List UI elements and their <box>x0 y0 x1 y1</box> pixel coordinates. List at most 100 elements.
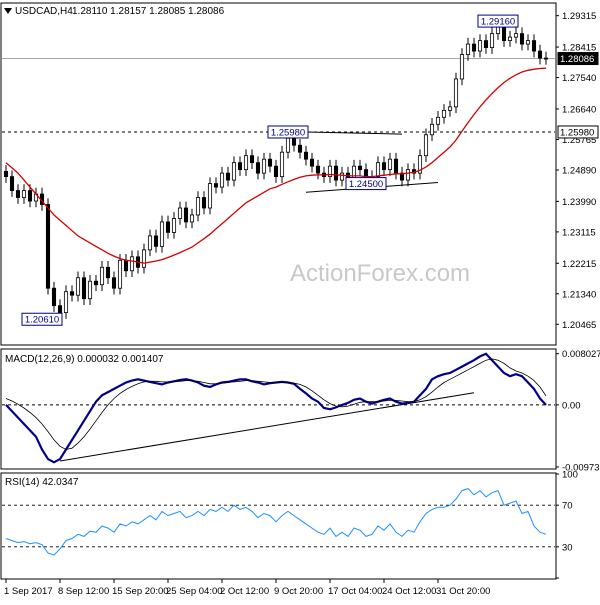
candle <box>147 235 153 251</box>
candle <box>315 165 321 174</box>
candle <box>195 197 201 216</box>
macd-tick-label: 0.008027 <box>562 349 600 360</box>
candle <box>339 172 345 181</box>
candle <box>375 162 381 178</box>
annotation-box <box>477 14 519 28</box>
candle <box>69 291 75 296</box>
candle <box>87 280 93 300</box>
candle <box>501 26 507 42</box>
x-tick-label: 25 Sep 04:00 <box>166 586 223 597</box>
candle <box>405 169 411 181</box>
x-tick-label: 31 Oct 20:00 <box>436 586 490 597</box>
x-tick-label: 24 Oct 12:00 <box>382 586 436 597</box>
candle <box>129 256 135 272</box>
candle <box>117 259 123 289</box>
candle <box>213 183 219 188</box>
candle <box>63 291 69 314</box>
candle <box>327 165 333 178</box>
candle <box>249 155 255 164</box>
y-tick-label: 1.27540 <box>562 73 596 84</box>
ohlc-readout: 1.28110 1.28157 1.28085 1.28086 <box>72 6 225 17</box>
candle <box>399 172 405 181</box>
candle <box>495 26 501 35</box>
trendline <box>305 131 403 135</box>
candle <box>15 190 21 198</box>
y-tick-label: 1.22215 <box>562 259 596 270</box>
candle <box>303 151 309 160</box>
y-tick-label: 1.29315 <box>562 11 596 22</box>
candle <box>243 155 249 171</box>
candle <box>279 151 285 178</box>
y-tick-label: 1.25765 <box>562 135 596 146</box>
x-tick-label: 9 Oct 20:00 <box>274 586 323 597</box>
candle <box>3 170 9 178</box>
candle <box>453 78 459 108</box>
candle <box>381 162 387 171</box>
macd-tick-label: -0.009737 <box>562 462 600 473</box>
symbol-label: USDCAD,H4 <box>15 6 73 17</box>
candle <box>159 221 165 247</box>
candle <box>237 162 243 171</box>
candle <box>93 280 99 286</box>
candle <box>309 158 315 167</box>
candle <box>267 158 273 167</box>
candle <box>231 162 237 181</box>
candle <box>459 54 465 80</box>
candle <box>225 172 231 181</box>
candle <box>417 155 423 174</box>
candle <box>441 109 447 118</box>
candle <box>273 165 279 178</box>
candle <box>261 158 267 174</box>
candle <box>21 190 27 198</box>
candle <box>45 204 51 289</box>
rsi-panel-frame <box>0 472 557 580</box>
header: USDCAD,H4 1.28110 1.28157 1.28085 1.2808… <box>4 6 225 17</box>
annotation-label: 1.29160 <box>481 17 515 28</box>
candle <box>393 158 399 174</box>
candle <box>141 249 147 268</box>
y-tick-label: 1.20465 <box>562 320 596 331</box>
price-label-box <box>557 52 599 66</box>
main-panel-frame <box>0 2 557 346</box>
candle <box>525 40 531 45</box>
candle <box>291 137 297 146</box>
candle <box>207 183 213 209</box>
candle <box>153 235 159 247</box>
y-tick-label: 1.23990 <box>562 197 596 208</box>
price-label: 1.25980 <box>560 127 594 138</box>
annotation-label: 1.25980 <box>271 127 305 138</box>
candle <box>519 33 525 45</box>
candle <box>465 43 471 55</box>
candle <box>183 207 189 223</box>
symbol-dropdown-icon[interactable] <box>4 8 12 14</box>
candle <box>297 144 303 153</box>
rsi-tick-label: 30 <box>562 542 573 553</box>
candle <box>255 162 261 174</box>
candle <box>513 33 519 38</box>
y-tick-label: 1.28415 <box>562 43 596 54</box>
rsi-tick-label: 70 <box>562 501 573 512</box>
candle <box>123 259 129 272</box>
rsi-title: RSI(14) 42.0347 <box>5 477 79 488</box>
annotation-box <box>267 125 309 139</box>
macd-signal-line <box>5 358 547 450</box>
candle <box>9 176 15 191</box>
annotation-box <box>21 312 63 326</box>
candle <box>357 165 363 171</box>
candle <box>429 123 435 136</box>
y-tick-label: 1.24890 <box>562 165 596 176</box>
y-tick-label: 1.26640 <box>562 104 596 115</box>
candle <box>219 172 225 188</box>
watermark: ActionForex.com <box>290 260 470 287</box>
candle <box>201 197 207 209</box>
candle <box>531 40 537 52</box>
candle <box>489 33 495 48</box>
candle <box>435 116 441 125</box>
candle <box>387 158 393 171</box>
candle <box>57 305 63 314</box>
candle <box>165 221 171 233</box>
candle <box>537 50 543 59</box>
candle <box>171 218 177 233</box>
